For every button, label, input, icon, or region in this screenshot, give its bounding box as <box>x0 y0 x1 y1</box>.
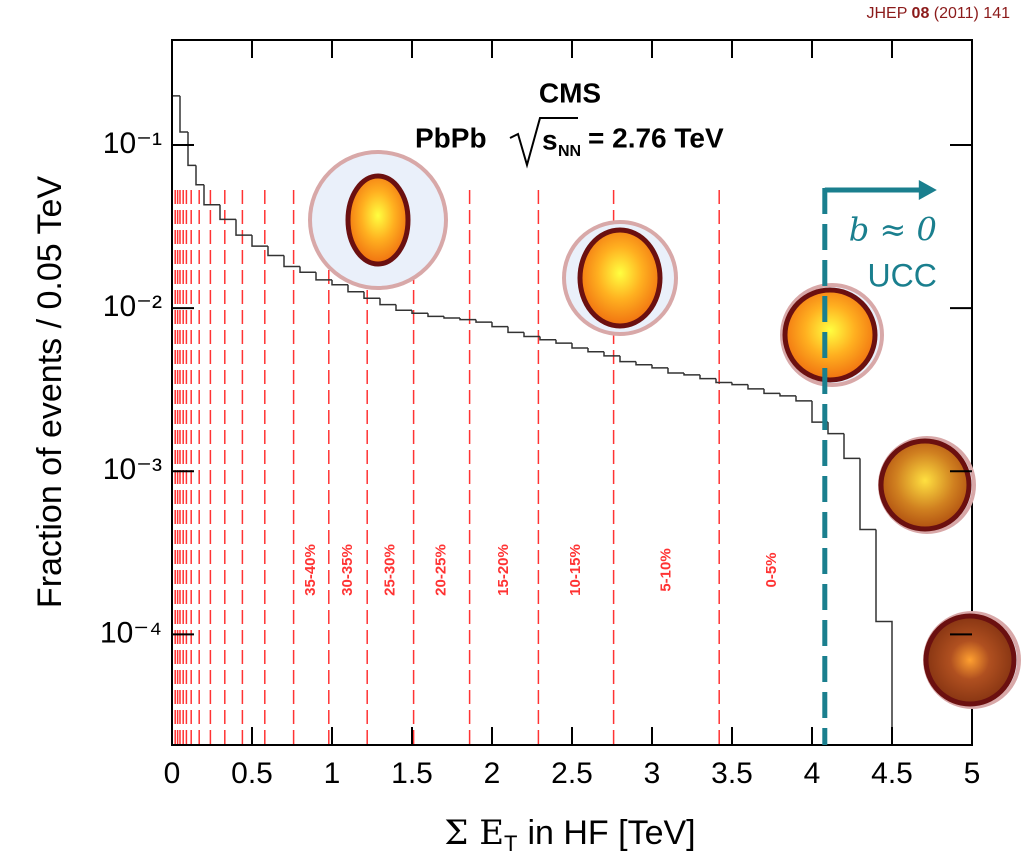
histogram-bin <box>219 204 236 221</box>
subtitle-system: PbPb <box>415 122 487 153</box>
histogram-bin <box>619 355 636 363</box>
histogram-bin <box>635 361 652 366</box>
subtitle-rest: = 2.76 TeV <box>588 122 724 153</box>
histogram-bin <box>507 326 524 334</box>
histogram-bin <box>379 298 396 306</box>
histogram-bin <box>491 322 508 328</box>
x-tick-label: 2.5 <box>551 757 593 790</box>
histogram-bin <box>795 395 812 402</box>
x-tick-label: 0 <box>164 757 181 790</box>
ucc-annotation: b ≈ 0 UCC <box>822 180 937 745</box>
overlap-region <box>878 438 972 532</box>
histogram-bin <box>827 422 844 435</box>
histogram-bin <box>427 313 444 318</box>
subtitle-subscript: NN <box>558 143 581 160</box>
histogram-bin <box>283 255 300 268</box>
histogram-bin <box>411 310 428 315</box>
histogram-bin <box>235 219 252 236</box>
histogram-bin <box>443 316 460 319</box>
plot-area: 35-40% 30-35% 25-30% 20-25% 15-20% 10-15% 5-10… <box>171 95 893 745</box>
centrality-label: 25-30% <box>381 544 398 596</box>
histogram-bin <box>475 319 492 323</box>
x-tick-label: 1.5 <box>391 757 433 790</box>
histogram-bin <box>251 235 268 247</box>
x-tick-label: 4 <box>804 757 821 790</box>
y-tick-label: 10⁻⁴ <box>100 616 162 649</box>
x-tick-label: 3.5 <box>711 757 753 790</box>
histogram-bin <box>603 351 620 357</box>
y-axis-label: Fraction of events / 0.05 TeV <box>31 176 69 608</box>
x-tick-label: 2 <box>484 757 501 790</box>
chart-title: CMS <box>539 77 601 108</box>
histogram-bin <box>667 367 684 374</box>
histogram-bin <box>363 291 380 299</box>
histogram-bin <box>187 132 196 167</box>
journal: JHEP <box>866 5 907 22</box>
subtitle-symbol: s <box>542 124 558 155</box>
centrality-label: 30-35% <box>339 544 356 596</box>
centrality-label: 20-25% <box>433 544 450 596</box>
nuclei <box>308 150 1021 709</box>
histogram-bin <box>195 165 204 186</box>
histogram-bin <box>843 433 860 460</box>
histogram-bin <box>555 339 572 344</box>
histogram-bin <box>763 388 780 395</box>
histogram-bin <box>859 458 876 531</box>
histogram-bin <box>315 272 332 281</box>
histogram-bin <box>459 317 476 321</box>
centrality-label: 35-40% <box>302 544 319 596</box>
overlap-region <box>923 613 1017 707</box>
x-label-main: Σ E <box>444 813 504 853</box>
histogram-bin <box>651 364 668 369</box>
histogram-bin <box>299 266 316 273</box>
histogram-bin <box>171 95 180 745</box>
citation-rest: (2011) 141 <box>934 5 1010 22</box>
x-tick-label: 0.5 <box>231 757 273 790</box>
x-tick-label: 5 <box>964 757 981 790</box>
y-tick-label: 10⁻³ <box>103 453 162 486</box>
citation: JHEP 08 (2011) 141 <box>866 5 1010 22</box>
histogram-bin <box>179 95 188 133</box>
histogram-bin <box>347 284 364 293</box>
histogram-bin <box>395 304 412 312</box>
histogram-bin <box>699 374 716 380</box>
histogram-bin <box>747 384 764 390</box>
centrality-label: 0-5% <box>763 552 780 587</box>
histogram-bin <box>523 332 540 338</box>
y-tick-label: 10⁻² <box>103 290 162 323</box>
volume: 08 <box>912 5 930 22</box>
histogram-bin <box>267 246 284 257</box>
histogram-bin <box>683 373 700 376</box>
histogram-bin <box>875 529 893 745</box>
overlap-region <box>782 287 878 383</box>
ucc-label: UCC <box>867 257 936 293</box>
x-label-subscript: T <box>504 831 517 856</box>
histogram-bin <box>715 378 732 384</box>
ucc-arrowhead <box>918 180 937 200</box>
x-tick-label: 1 <box>324 757 341 790</box>
ucc-impact: b ≈ 0 <box>849 211 937 249</box>
overlap-region <box>345 173 411 267</box>
x-label-rest: in HF [TeV] <box>527 814 695 852</box>
overlap-region <box>577 227 663 329</box>
x-tick-label: 3 <box>644 757 661 790</box>
histogram-bin <box>203 184 220 206</box>
histogram-bin <box>731 382 748 386</box>
histogram-bin <box>539 336 556 341</box>
x-tick-label: 4.5 <box>871 757 913 790</box>
histogram-bin <box>587 347 604 353</box>
histogram-bin <box>331 279 348 286</box>
histogram-bin <box>571 343 588 349</box>
centrality-label: 5-10% <box>657 548 674 591</box>
histogram-bin <box>779 393 796 397</box>
centrality-label: 15-20% <box>495 544 512 596</box>
x-axis-label: Σ ET in HF [TeV] <box>444 813 695 856</box>
centrality-label: 10-15% <box>567 544 584 596</box>
radical <box>509 117 578 169</box>
y-tick-label: 10⁻¹ <box>103 127 162 160</box>
